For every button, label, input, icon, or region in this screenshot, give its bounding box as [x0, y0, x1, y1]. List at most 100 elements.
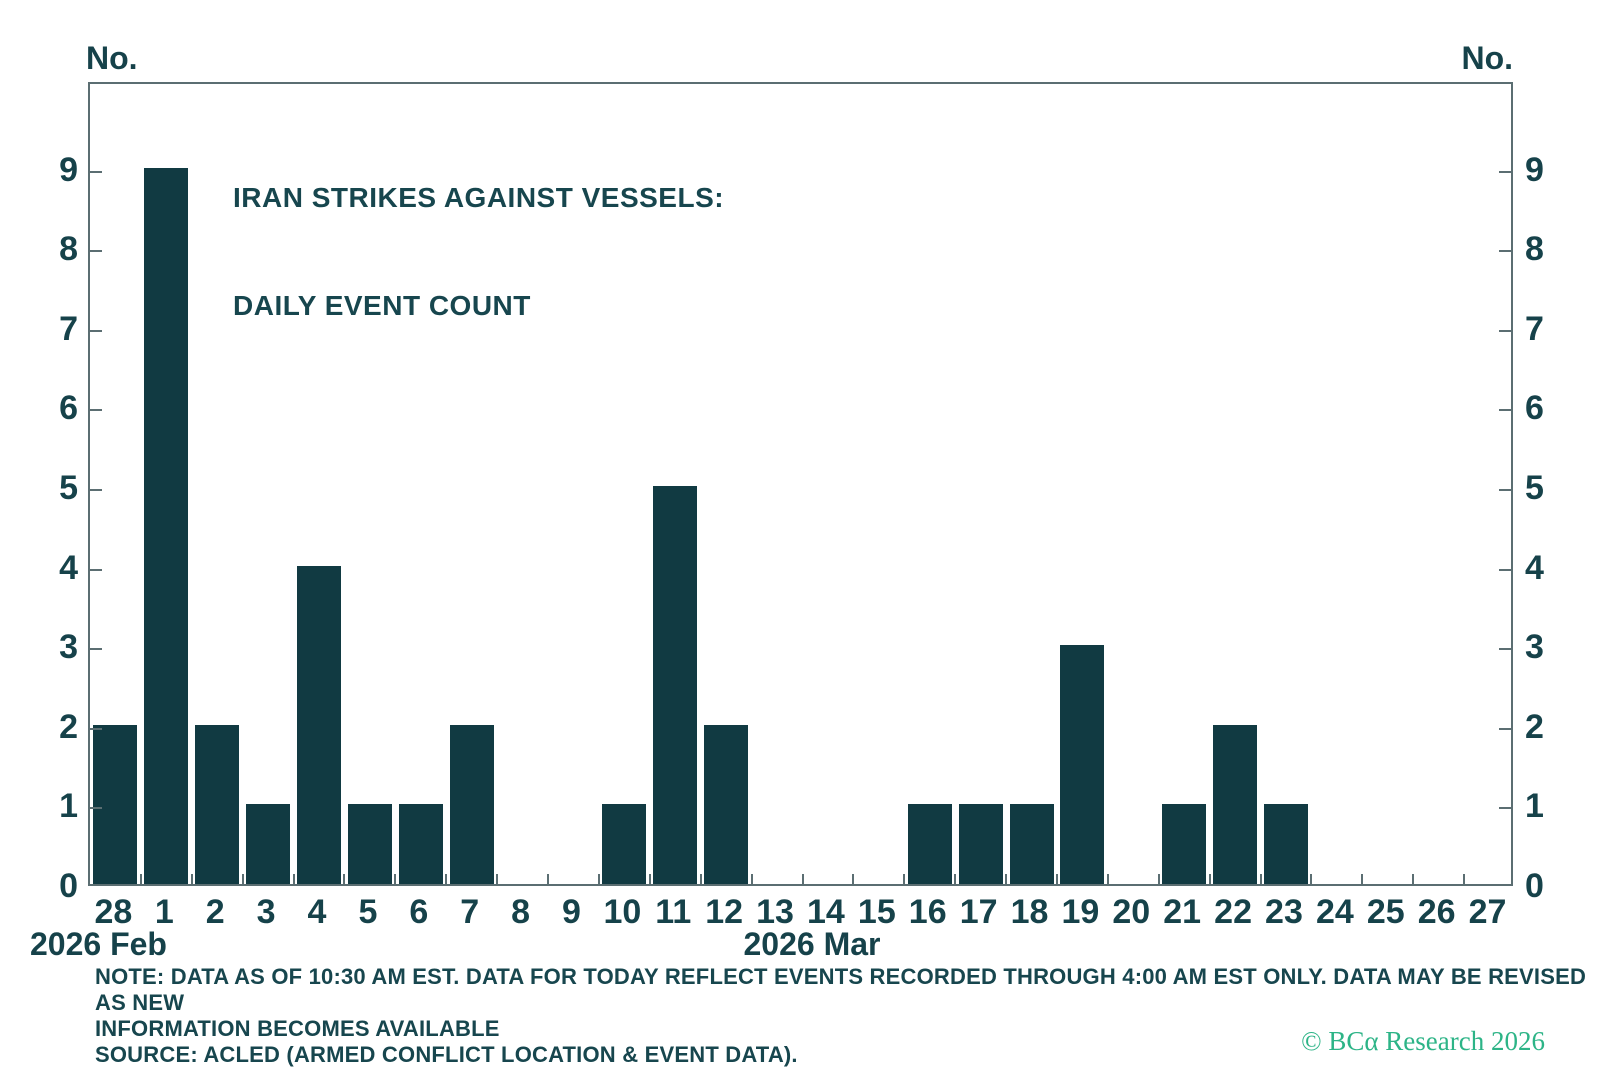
x-axis-label-20: 20: [1112, 893, 1151, 931]
bar-day-19: [1060, 645, 1105, 884]
footnote-source-line: SOURCE: ACLED (ARMED CONFLICT LOCATION &…: [95, 1042, 798, 1067]
x-axis-label-4: 4: [307, 893, 327, 931]
x-axis-label-15: 15: [857, 893, 896, 931]
x-axis-tick: [139, 874, 142, 884]
y-axis-tick-right: [1499, 488, 1511, 491]
x-axis-tick: [750, 874, 753, 884]
y-axis-label-left-8: 8: [59, 230, 78, 269]
bar-day-5: [347, 804, 392, 884]
x-axis-tick: [1157, 874, 1160, 884]
x-axis-tick: [1208, 874, 1211, 884]
bar-day-7: [449, 724, 494, 884]
x-axis-label-16: 16: [908, 893, 947, 931]
y-axis-tick-right: [1499, 568, 1511, 571]
bar-day-18: [1009, 804, 1054, 884]
x-axis-tick: [292, 874, 295, 884]
y-axis-label-left-5: 5: [59, 468, 78, 507]
x-axis-tick: [496, 874, 499, 884]
x-axis-tick: [1310, 874, 1313, 884]
y-axis-unit-left: No.: [86, 40, 138, 76]
y-axis-tick-left: [90, 329, 102, 332]
x-axis-tick: [1412, 874, 1415, 884]
bar-day-11: [653, 485, 698, 884]
bar-day-21: [1162, 804, 1207, 884]
x-axis-label-22: 22: [1214, 893, 1252, 931]
x-axis-label-5: 5: [358, 893, 378, 931]
y-axis-tick-left: [90, 807, 102, 810]
x-axis-label-1: 1: [154, 893, 174, 931]
y-axis-unit-right: No.: [1461, 40, 1513, 76]
chart-title: IRAN STRIKES AGAINST VESSELS: DAILY EVEN…: [233, 108, 724, 396]
copyright-brand: © BCα Research 2026: [1301, 1026, 1545, 1056]
y-axis-tick-left: [90, 568, 102, 571]
y-axis-tick-left: [90, 488, 102, 491]
x-axis-tick: [343, 874, 346, 884]
x-axis-tick: [597, 874, 600, 884]
x-axis-tick: [547, 874, 550, 884]
x-axis-label-8: 8: [511, 893, 531, 931]
x-axis-label-26: 26: [1417, 893, 1456, 931]
y-axis-tick-left: [90, 250, 102, 253]
footnote-note-line-2: INFORMATION BECOMES AVAILABLE: [95, 1016, 500, 1041]
x-axis-tick: [954, 874, 957, 884]
x-axis-tick: [852, 874, 855, 884]
chart-title-line-2: DAILY EVENT COUNT: [233, 290, 531, 321]
y-axis-label-right-1: 1: [1525, 787, 1544, 826]
x-axis-label-2: 2: [205, 893, 225, 931]
x-axis-tick: [1106, 874, 1109, 884]
bar-day-23: [1263, 804, 1308, 884]
x-axis-tick: [1055, 874, 1058, 884]
y-axis-label-left-4: 4: [59, 548, 78, 587]
y-axis-tick-right: [1499, 727, 1511, 730]
y-axis-tick-left: [90, 727, 102, 730]
x-axis-label-13: 13: [756, 893, 794, 931]
y-axis-label-right-5: 5: [1525, 468, 1544, 507]
footnote-note-line-1: NOTE: DATA AS OF 10:30 AM EST. DATA FOR …: [95, 964, 1587, 1015]
x-axis-label-23: 23: [1265, 893, 1303, 931]
x-axis-label-3: 3: [256, 893, 276, 931]
x-axis-label-24: 24: [1315, 893, 1354, 931]
x-axis-label-7: 7: [460, 893, 480, 931]
x-axis-month-label-feb: 2026 Feb: [30, 926, 167, 962]
x-axis-label-25: 25: [1366, 893, 1405, 931]
y-axis-label-right-6: 6: [1525, 389, 1544, 428]
y-axis-label-right-2: 2: [1525, 707, 1544, 746]
y-axis-label-left-2: 2: [59, 707, 78, 746]
bar-day-16: [907, 804, 952, 884]
bar-day-28: [93, 724, 138, 884]
y-axis-tick-right: [1499, 648, 1511, 651]
x-axis-tick: [1463, 874, 1466, 884]
bar-day-22: [1213, 724, 1258, 884]
y-axis-label-left-3: 3: [59, 628, 78, 667]
x-axis-tick: [394, 874, 397, 884]
bar-day-6: [398, 804, 443, 884]
x-axis-label-19: 19: [1061, 893, 1100, 931]
x-axis-tick: [801, 874, 804, 884]
y-axis-label-left-9: 9: [59, 150, 78, 189]
bar-day-1: [144, 167, 189, 884]
x-axis-label-10: 10: [603, 893, 642, 931]
y-axis-label-left-7: 7: [59, 309, 78, 348]
x-axis-tick: [445, 874, 448, 884]
x-axis-tick: [190, 874, 193, 884]
y-axis-label-right-4: 4: [1525, 548, 1544, 587]
y-axis-label-left-6: 6: [59, 389, 78, 428]
y-axis-tick-left: [90, 170, 102, 173]
x-axis-tick: [903, 874, 906, 884]
y-axis-label-left-1: 1: [59, 787, 78, 826]
y-axis-label-right-0: 0: [1525, 867, 1544, 905]
y-axis-tick-right: [1499, 170, 1511, 173]
bar-day-12: [704, 724, 749, 884]
bar-day-3: [246, 804, 291, 884]
y-axis-label-right-7: 7: [1525, 309, 1544, 348]
x-axis-label-9: 9: [562, 893, 581, 931]
x-axis-label-18: 18: [1010, 893, 1049, 931]
x-axis-label-27: 27: [1468, 893, 1507, 931]
bar-day-17: [958, 804, 1003, 884]
bar-day-10: [602, 804, 647, 884]
chart-title-line-1: IRAN STRIKES AGAINST VESSELS:: [233, 182, 725, 213]
bar-day-4: [297, 565, 342, 884]
plot-area: [88, 82, 1513, 886]
x-axis-tick: [699, 874, 702, 884]
